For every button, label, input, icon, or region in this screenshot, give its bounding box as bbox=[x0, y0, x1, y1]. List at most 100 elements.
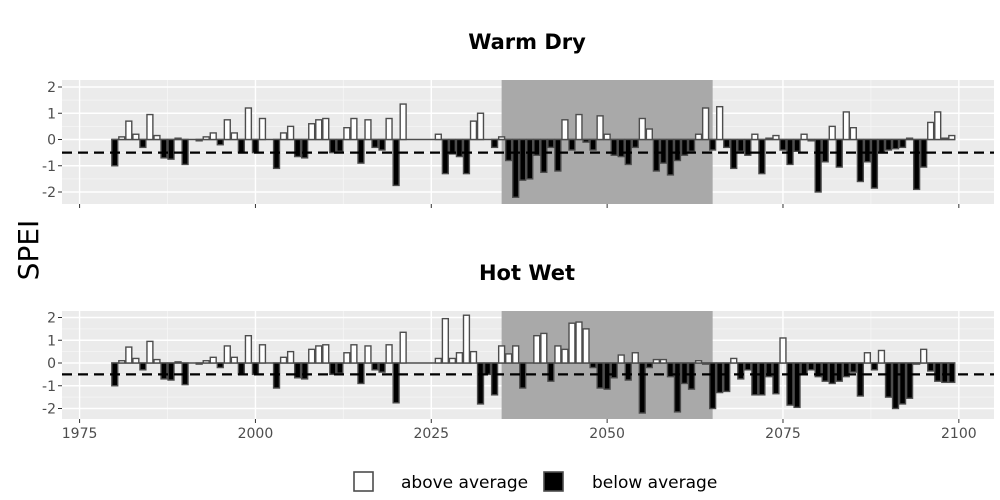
bar-below-average bbox=[610, 138, 618, 156]
bar-above-average bbox=[512, 345, 520, 364]
bar-below-average bbox=[898, 138, 907, 149]
bar-above-average bbox=[920, 348, 928, 364]
bar-below-average bbox=[666, 362, 675, 378]
x-ticks bbox=[79, 204, 960, 208]
bar-below-average bbox=[765, 362, 773, 378]
bar-below-average bbox=[744, 138, 752, 156]
bar-below-average bbox=[167, 362, 175, 381]
bar-above-average bbox=[343, 126, 351, 141]
bar-above-average bbox=[132, 357, 140, 364]
bar-below-average bbox=[237, 362, 246, 376]
bar-above-average bbox=[863, 352, 872, 364]
panel-title-warm-dry: Warm Dry bbox=[468, 30, 586, 54]
bar-below-average bbox=[758, 362, 766, 396]
bar-above-average bbox=[652, 358, 661, 364]
bar-below-average bbox=[160, 138, 168, 159]
bar-above-average bbox=[146, 113, 154, 141]
legend-label-above: above average bbox=[401, 473, 528, 493]
bar-above-average bbox=[279, 356, 288, 364]
bar-below-average bbox=[293, 362, 302, 379]
bar-below-average bbox=[554, 138, 562, 172]
bars-hot-wet bbox=[111, 314, 956, 414]
x-ticks: 1975 2000 2025 2050 2075 2100 bbox=[62, 419, 977, 442]
bar-below-average bbox=[793, 362, 801, 409]
bar-above-average bbox=[230, 356, 238, 364]
bar-below-average bbox=[842, 362, 850, 378]
bar-above-average bbox=[631, 352, 639, 364]
bar-below-average bbox=[596, 362, 604, 389]
bar-above-average bbox=[223, 119, 231, 141]
bar-below-average bbox=[856, 362, 865, 397]
bar-below-average bbox=[723, 362, 731, 393]
bar-above-average bbox=[315, 119, 323, 141]
bar-above-average bbox=[230, 132, 238, 141]
bar-below-average bbox=[708, 138, 717, 151]
bar-below-average bbox=[744, 362, 752, 371]
y-ticks: 2 1 0 -1 -2 bbox=[42, 80, 62, 201]
bar-above-average bbox=[174, 361, 182, 364]
x-tick-label: 2050 bbox=[589, 426, 625, 442]
bar-above-average bbox=[286, 350, 295, 364]
bar-above-average bbox=[434, 133, 442, 141]
bar-below-average bbox=[624, 362, 632, 381]
bar-above-average bbox=[322, 344, 330, 364]
bar-below-average bbox=[519, 138, 527, 181]
bar-below-average bbox=[195, 362, 203, 365]
bar-above-average bbox=[308, 123, 316, 141]
bar-above-average bbox=[258, 344, 267, 364]
bar-above-average bbox=[603, 133, 611, 141]
bar-above-average bbox=[286, 125, 295, 141]
bar-above-average bbox=[779, 337, 787, 364]
y-tick-label: 1 bbox=[47, 106, 56, 122]
x-tick-label: 2025 bbox=[413, 426, 449, 442]
bar-above-average bbox=[638, 117, 646, 141]
x-tick-label: 2075 bbox=[765, 426, 801, 442]
bar-above-average bbox=[934, 111, 942, 141]
bar-below-average bbox=[673, 362, 682, 413]
bar-above-average bbox=[877, 349, 886, 364]
bar-below-average bbox=[884, 138, 893, 151]
bar-above-average bbox=[927, 121, 935, 141]
y-tick-label: -1 bbox=[42, 379, 56, 395]
bar-below-average bbox=[160, 362, 168, 380]
bar-above-average bbox=[153, 358, 161, 364]
bar-above-average bbox=[575, 113, 583, 141]
bar-below-average bbox=[786, 362, 794, 406]
bar-above-average bbox=[497, 345, 506, 364]
bar-above-average bbox=[315, 345, 323, 364]
bar-below-average bbox=[139, 138, 147, 149]
bar-below-average bbox=[856, 138, 865, 183]
bar-below-average bbox=[216, 362, 224, 369]
bar-below-average bbox=[877, 138, 886, 154]
bar-below-average bbox=[723, 138, 731, 149]
bar-above-average bbox=[202, 136, 210, 141]
bar-below-average bbox=[948, 362, 956, 384]
panel-hot-wet: Hot Wet 2 1 0 -1 -2 1975 2000 2025 2050 2075 2100 bbox=[42, 261, 994, 442]
bar-above-average bbox=[497, 136, 506, 141]
bar-below-average bbox=[800, 362, 808, 376]
bar-below-average bbox=[716, 362, 724, 394]
y-tick-label: -2 bbox=[42, 185, 56, 201]
bar-below-average bbox=[941, 362, 949, 384]
bar-below-average bbox=[821, 138, 829, 163]
bar-below-average bbox=[589, 138, 597, 151]
y-tick-label: -1 bbox=[42, 159, 56, 175]
y-tick-label: -2 bbox=[42, 402, 56, 418]
bar-above-average bbox=[125, 120, 133, 141]
bar-below-average bbox=[512, 138, 520, 198]
bar-above-average bbox=[308, 348, 316, 364]
bar-below-average bbox=[701, 362, 710, 365]
bar-below-average bbox=[272, 362, 281, 389]
bar-above-average bbox=[905, 137, 914, 141]
bar-above-average bbox=[125, 346, 133, 364]
y-axis-title: SPEI bbox=[12, 220, 45, 281]
bar-below-average bbox=[905, 362, 914, 399]
bar-below-average bbox=[687, 138, 696, 153]
bar-below-average bbox=[779, 138, 787, 151]
legend: above average below average bbox=[353, 471, 717, 493]
bar-below-average bbox=[357, 138, 365, 164]
bar-below-average bbox=[533, 138, 541, 156]
bar-below-average bbox=[687, 362, 696, 390]
bar-above-average bbox=[730, 357, 738, 364]
bar-above-average bbox=[561, 348, 569, 364]
